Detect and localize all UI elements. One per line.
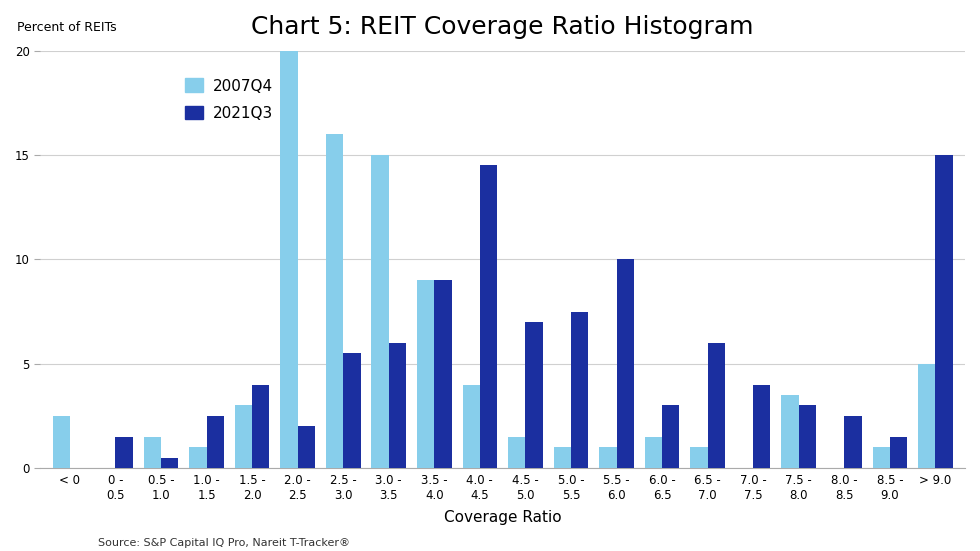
Bar — [890, 437, 907, 468]
Bar — [799, 406, 816, 468]
Legend: 2007Q4, 2021Q3: 2007Q4, 2021Q3 — [177, 71, 280, 128]
X-axis label: Coverage Ratio: Coverage Ratio — [444, 510, 562, 525]
Bar — [280, 51, 298, 468]
Bar — [298, 426, 315, 468]
Bar — [690, 447, 708, 468]
Bar — [463, 385, 480, 468]
Bar — [845, 416, 861, 468]
Bar — [708, 343, 725, 468]
Bar — [252, 385, 270, 468]
Bar — [235, 406, 252, 468]
Bar — [389, 343, 406, 468]
Bar — [434, 280, 452, 468]
Bar — [599, 447, 616, 468]
Bar — [480, 165, 497, 468]
Text: Percent of REITs: Percent of REITs — [18, 21, 117, 34]
Bar — [189, 447, 207, 468]
Bar — [207, 416, 223, 468]
Bar — [571, 311, 588, 468]
Bar — [525, 322, 543, 468]
Bar — [343, 353, 361, 468]
Bar — [918, 364, 935, 468]
Bar — [554, 447, 571, 468]
Bar — [754, 385, 770, 468]
Bar — [662, 406, 679, 468]
Bar — [116, 437, 132, 468]
Bar — [326, 134, 343, 468]
Bar — [53, 416, 70, 468]
Bar — [161, 458, 178, 468]
Bar — [371, 155, 389, 468]
Bar — [781, 395, 799, 468]
Text: Source: S&P Capital IQ Pro, Nareit T-Tracker®: Source: S&P Capital IQ Pro, Nareit T-Tra… — [98, 538, 350, 548]
Bar — [616, 260, 634, 468]
Bar — [508, 437, 525, 468]
Title: Chart 5: REIT Coverage Ratio Histogram: Chart 5: REIT Coverage Ratio Histogram — [252, 15, 754, 39]
Bar — [645, 437, 662, 468]
Bar — [417, 280, 434, 468]
Bar — [935, 155, 953, 468]
Bar — [144, 437, 161, 468]
Bar — [872, 447, 890, 468]
